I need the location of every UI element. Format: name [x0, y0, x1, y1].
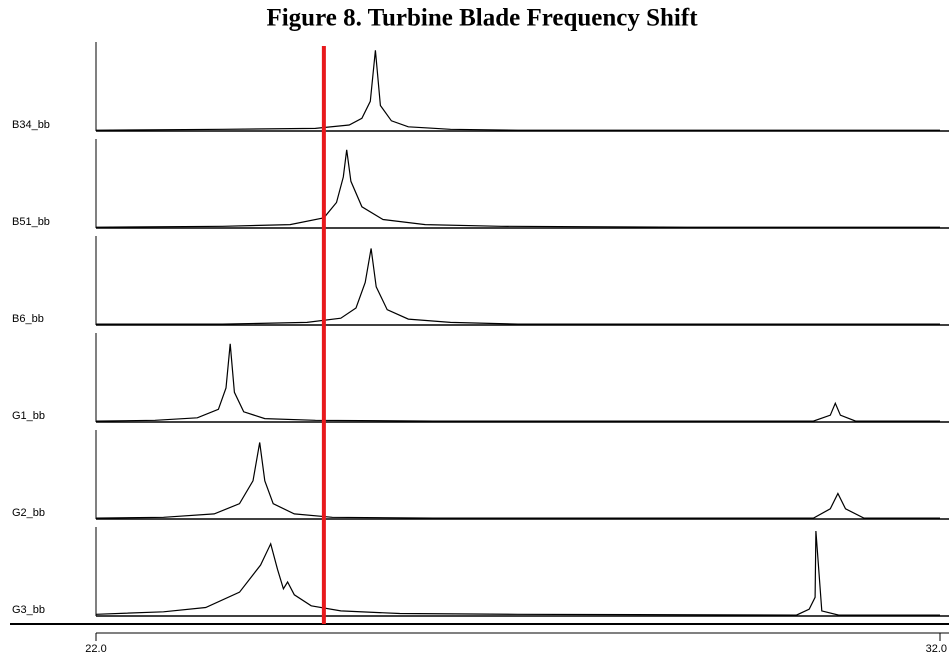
- spectrum-line: [95, 442, 940, 519]
- x-tick-label: 32.0: [926, 643, 947, 655]
- legend-label: B6_bb: [12, 313, 44, 325]
- legend-label: B51_bb: [12, 216, 50, 228]
- spectrum-line: [95, 530, 940, 616]
- spectrum-line: [95, 343, 940, 422]
- legend-label: G1_bb: [12, 410, 45, 422]
- spectrum-line: [95, 50, 940, 131]
- legend-label: G2_bb: [12, 507, 45, 519]
- spectrum-line: [96, 248, 940, 325]
- spectrum-line: [95, 149, 940, 228]
- legend-label: G3_bb: [12, 604, 45, 616]
- legend-label: B34_bb: [12, 119, 50, 131]
- x-tick-label: 22.0: [85, 643, 106, 655]
- chart-title: Figure 8. Turbine Blade Frequency Shift: [266, 5, 698, 32]
